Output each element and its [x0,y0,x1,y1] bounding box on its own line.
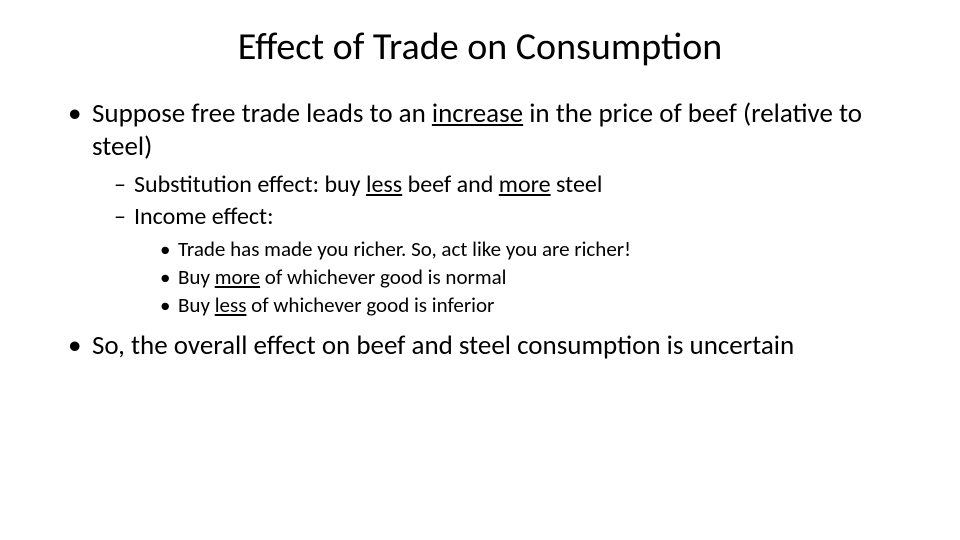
bullet-1b: Income effect: Trade has made you richer… [114,202,900,320]
bullet-2: So, the overall effect on beef and steel… [68,330,900,363]
slide: Effect of Trade on Consumption Suppose f… [0,0,960,540]
bullet-1b-iii-post: of whichever good is inferior [246,292,494,318]
bullet-1-underline: increase [432,97,523,130]
bullet-1b-iii: Buy less of whichever good is inferior [160,292,900,319]
bullet-1b-i: Trade has made you richer. So, act like … [160,236,900,263]
bullet-1a-u1: less [366,170,402,199]
bullet-list-level1: Suppose free trade leads to an increase … [60,98,900,363]
bullet-list-level3: Trade has made you richer. So, act like … [134,236,900,320]
slide-title: Effect of Trade on Consumption [60,24,900,70]
bullet-1b-ii: Buy more of whichever good is normal [160,264,900,291]
bullet-1b-ii-pre: Buy [178,264,215,290]
bullet-1b-iii-pre: Buy [178,292,215,318]
bullet-1a-pre: Substitution effect: buy [134,170,366,199]
bullet-1a-u2: more [499,170,551,199]
bullet-2-text: So, the overall effect on beef and steel… [92,329,794,362]
bullet-list-level2: Substitution effect: buy less beef and m… [92,170,900,320]
bullet-1b-iii-u: less [215,292,247,318]
bullet-1b-ii-post: of whichever good is normal [260,264,506,290]
bullet-1-text-pre: Suppose free trade leads to an [92,97,432,130]
bullet-1a-mid: beef and [402,170,499,199]
bullet-1b-text: Income effect: [134,202,274,231]
bullet-1: Suppose free trade leads to an increase … [68,98,900,320]
bullet-1b-ii-u: more [215,264,260,290]
bullet-1a-post: steel [551,170,603,199]
bullet-1b-i-text: Trade has made you richer. So, act like … [178,236,631,262]
bullet-1a: Substitution effect: buy less beef and m… [114,170,900,200]
